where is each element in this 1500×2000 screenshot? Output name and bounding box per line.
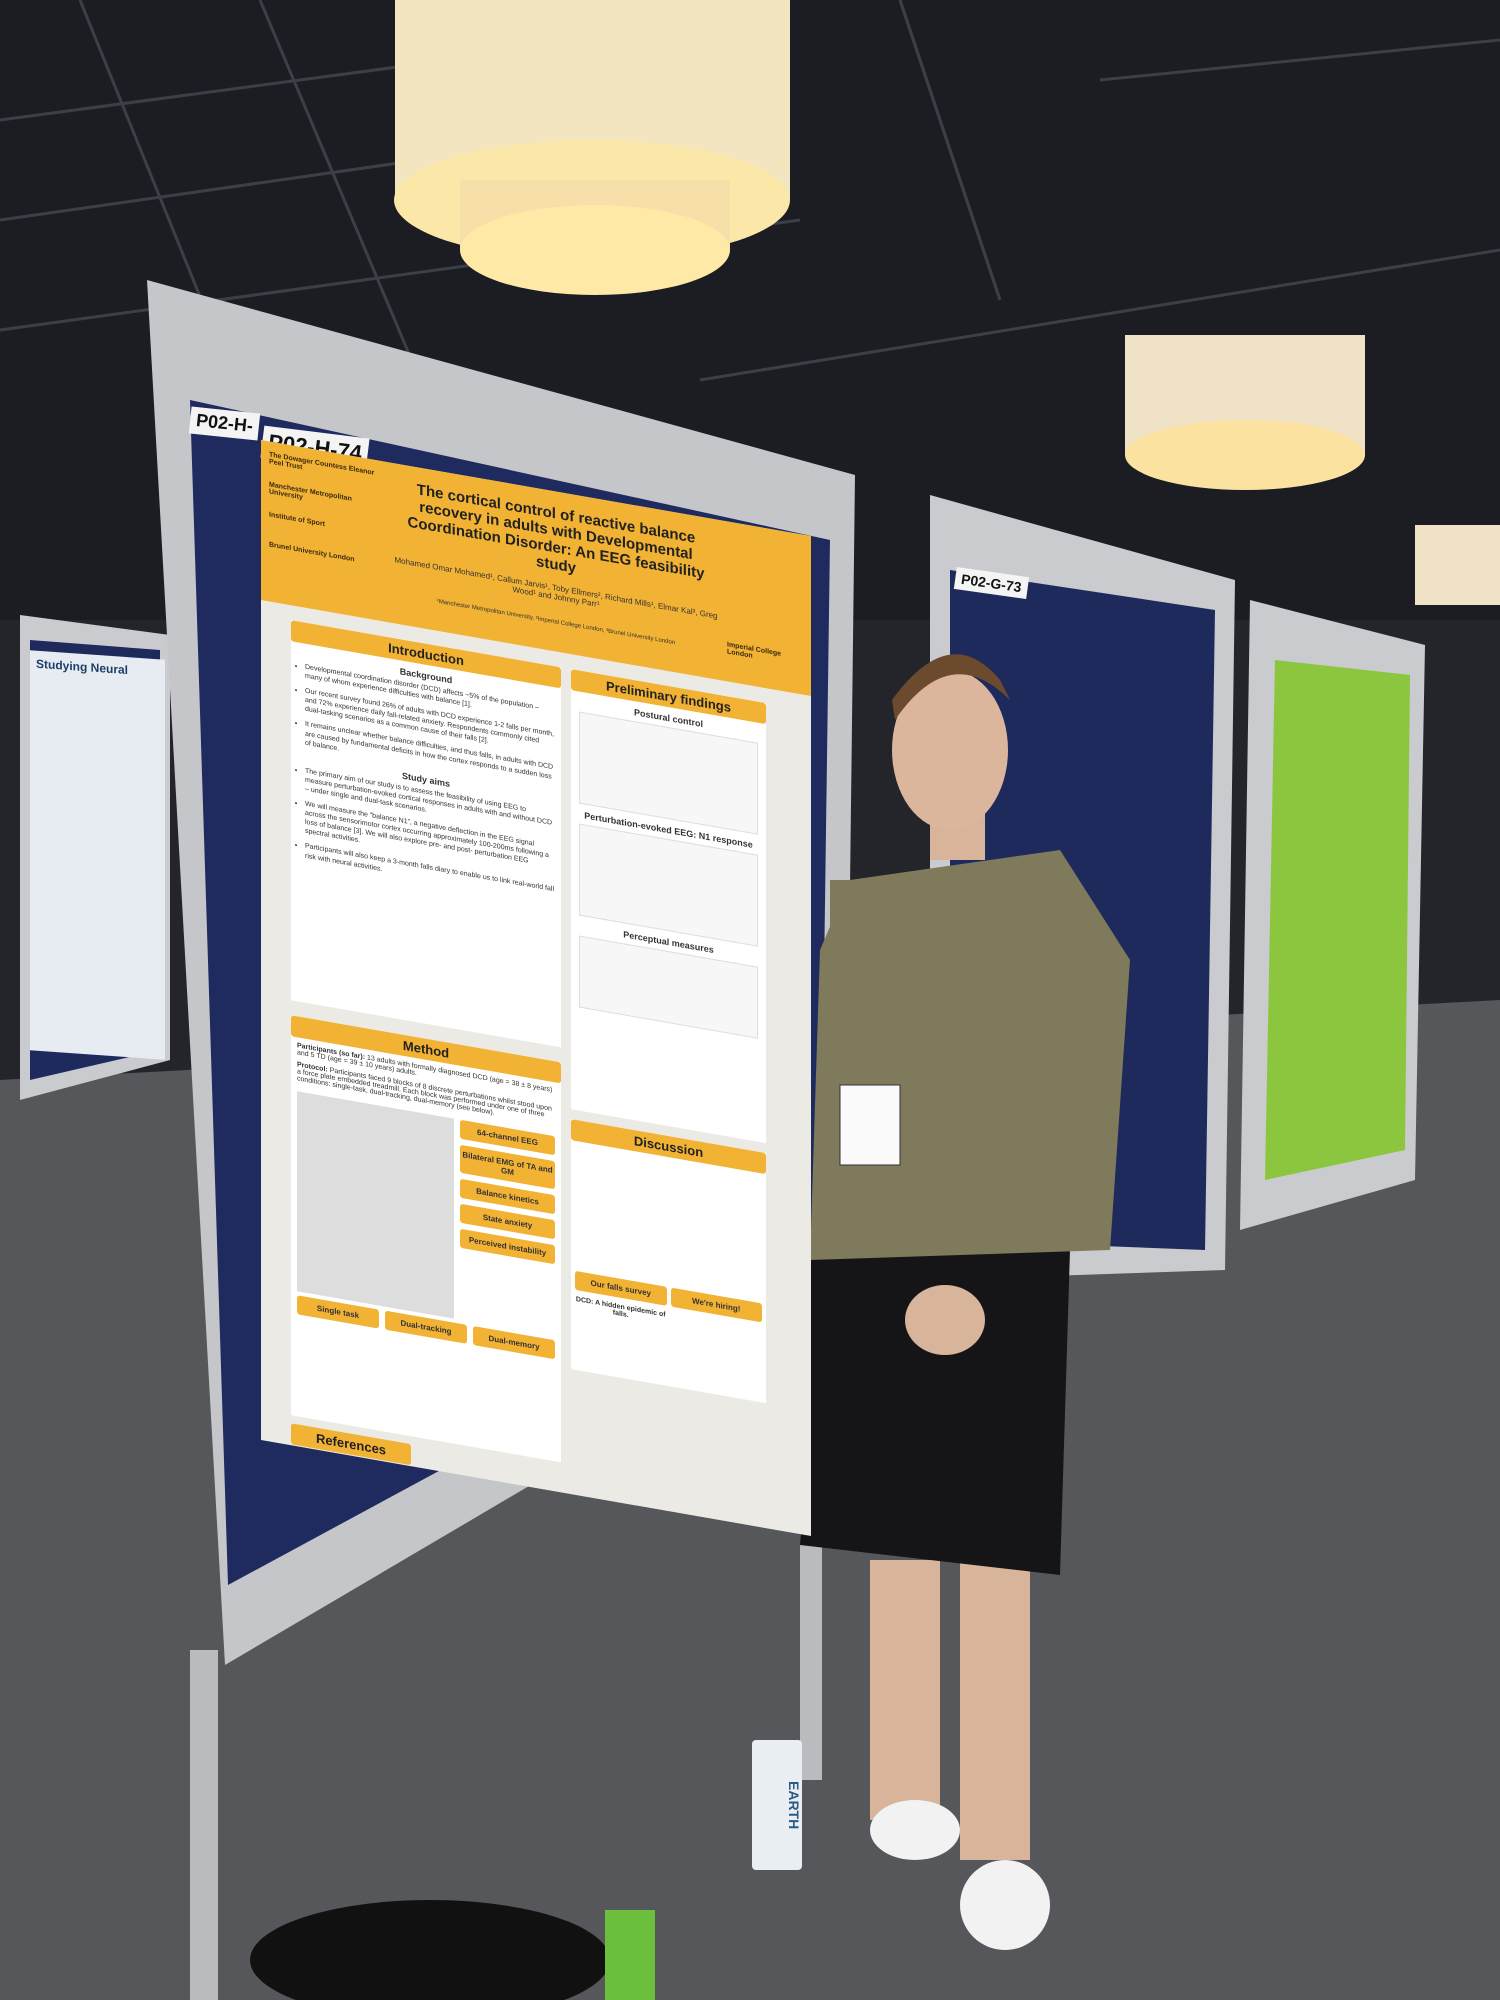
poster-title: Studying Neural xyxy=(36,656,129,678)
logo: Imperial College London xyxy=(727,641,782,660)
box-heading: We're hiring! xyxy=(670,1287,762,1323)
lamp xyxy=(1125,335,1500,605)
poster: The Dowager Countess Eleanor Peel Trust … xyxy=(261,440,811,1536)
ceiling-grid xyxy=(0,0,1500,421)
person xyxy=(800,654,1130,1950)
logo: Institute of Sport xyxy=(269,511,325,529)
method: Method Participants (so far): 13 adults … xyxy=(291,1015,561,1463)
water-carton: EARTH xyxy=(752,1740,802,1870)
brand: EARTH xyxy=(786,1780,802,1830)
logo: Manchester Metropolitan University xyxy=(269,481,352,503)
right-poster xyxy=(1265,660,1410,1180)
lamp xyxy=(394,0,790,295)
discussion: Discussion Our falls survey DCD: A hidde… xyxy=(571,1119,766,1404)
photo xyxy=(297,1091,454,1319)
backpack xyxy=(250,1900,610,2000)
logo: Brunel University London xyxy=(269,541,355,564)
findings: Preliminary findings Postural control Pe… xyxy=(571,669,766,1144)
bottle xyxy=(605,1910,655,2000)
left-poster: Studying Neural xyxy=(30,650,165,1060)
introduction: Introduction Background Developmental co… xyxy=(291,620,561,1048)
board-leg xyxy=(190,1650,218,2000)
